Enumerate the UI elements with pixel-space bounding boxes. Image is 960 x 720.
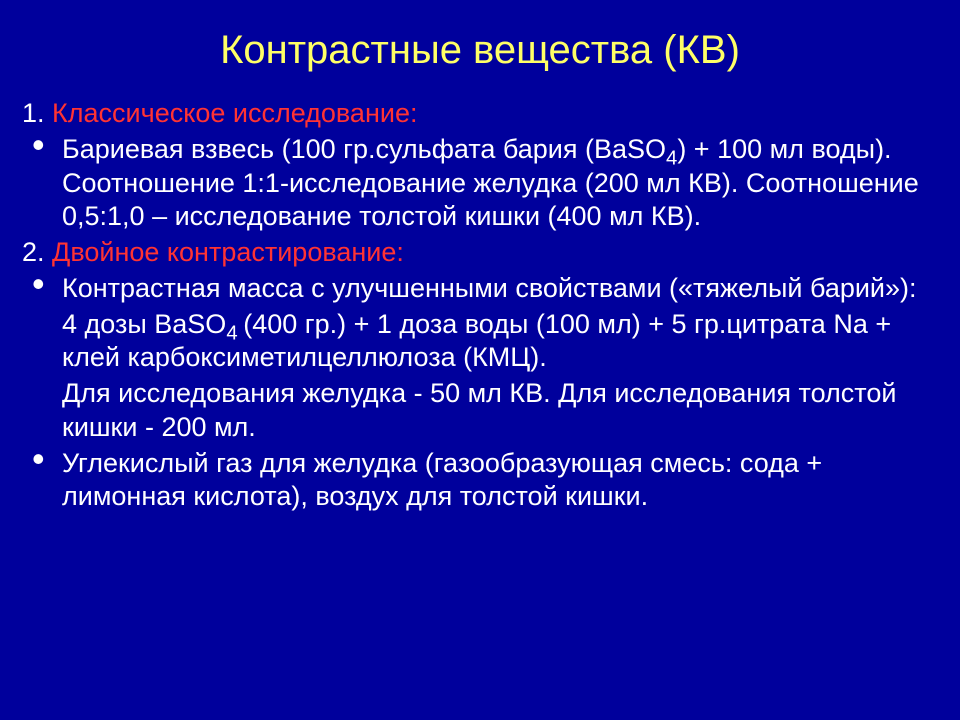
section-2-heading: 2. Двойное контрастирование: (22, 236, 938, 270)
slide-content: 1. Классическое исследование: Бариевая в… (22, 97, 938, 514)
section-2-bullets-2: Углекислый газ для желудка (газообразующ… (22, 447, 938, 515)
slide-title: Контрастные вещества (КВ) (22, 28, 938, 73)
indent-text: Для исследования желудка - 50 мл КВ. Для… (62, 378, 896, 442)
bullet-text: Контрастная масса с улучшенными свойства… (62, 273, 917, 303)
indent-line: Для исследования желудка - 50 мл КВ. Для… (22, 377, 938, 445)
indent-line: 4 дозы BaSO4 (400 гр.) + 1 доза воды (10… (22, 308, 938, 376)
bullet-item: Углекислый газ для желудка (газообразующ… (22, 447, 938, 515)
bullet-text: Углекислый газ для желудка (газообразующ… (62, 448, 822, 512)
bullet-item: Бариевая взвесь (100 гр.сульфата бария (… (22, 133, 938, 234)
indent-text: 4 дозы BaSO4 (400 гр.) + 1 доза воды (10… (62, 309, 891, 373)
section-2-bullets: Контрастная масса с улучшенными свойства… (22, 272, 938, 306)
bullet-text: Бариевая взвесь (100 гр.сульфата бария (… (62, 134, 919, 232)
section-heading-text: Двойное контрастирование: (52, 237, 404, 267)
bullet-item: Контрастная масса с улучшенными свойства… (22, 272, 938, 306)
section-1-heading: 1. Классическое исследование: (22, 97, 938, 131)
section-1-bullets: Бариевая взвесь (100 гр.сульфата бария (… (22, 133, 938, 234)
slide: Контрастные вещества (КВ) 1. Классическо… (0, 0, 960, 720)
section-heading-text: Классическое исследование: (52, 98, 417, 128)
